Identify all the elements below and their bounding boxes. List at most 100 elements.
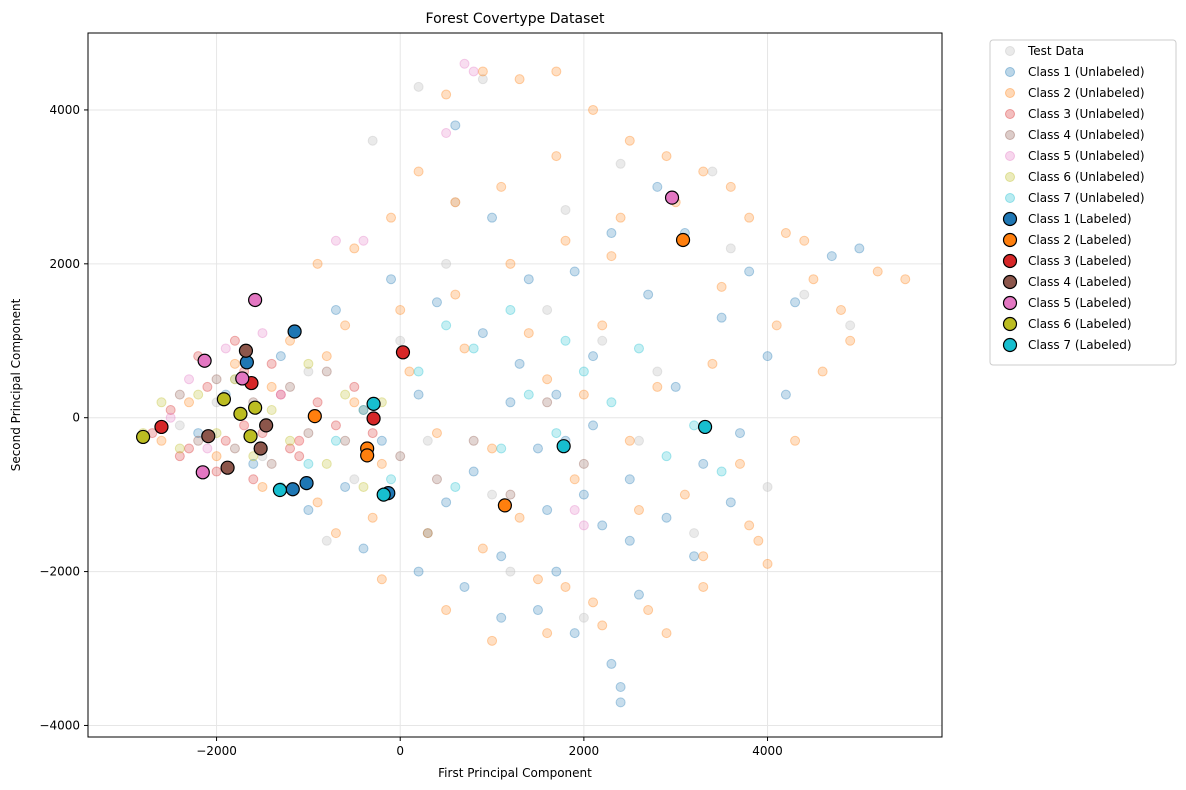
- unlabeled-point: [771, 320, 782, 331]
- unlabeled-point: [661, 451, 672, 462]
- legend-marker: [1002, 211, 1018, 227]
- legend-label: Class 7 (Labeled): [1028, 338, 1132, 352]
- unlabeled-point: [202, 381, 213, 392]
- labeled-point: [135, 429, 151, 445]
- labeled-point: [272, 482, 288, 498]
- unlabeled-point: [441, 258, 452, 269]
- unlabeled-point: [670, 381, 681, 392]
- labeled-point: [233, 406, 248, 421]
- unlabeled-point: [257, 328, 268, 339]
- unlabeled-point: [358, 405, 369, 416]
- x-axis-ticks: −2000 0 2000 4000: [196, 737, 783, 758]
- unlabeled-point: [275, 389, 286, 400]
- unlabeled-point: [523, 328, 534, 339]
- unlabeled-point: [468, 466, 479, 477]
- unlabeled-point: [588, 597, 599, 608]
- unlabeled-point: [624, 135, 635, 146]
- legend-marker: [1005, 193, 1015, 203]
- unlabeled-point: [349, 243, 360, 254]
- unlabeled-point: [229, 335, 240, 346]
- unlabeled-point: [661, 512, 672, 523]
- labeled-point: [360, 448, 375, 463]
- unlabeled-point: [349, 474, 360, 485]
- unlabeled-point: [845, 335, 856, 346]
- unlabeled-point: [826, 251, 837, 262]
- unlabeled-point: [450, 197, 461, 208]
- unlabeled-point: [459, 343, 470, 354]
- unlabeled-point: [477, 66, 488, 77]
- legend-box: [989, 39, 1177, 366]
- legend-label: Class 7 (Unlabeled): [1028, 191, 1145, 205]
- legend-label: Class 1 (Unlabeled): [1028, 65, 1145, 79]
- unlabeled-point: [725, 497, 736, 508]
- unlabeled-point: [211, 451, 222, 462]
- unlabeled-point: [689, 551, 700, 562]
- unlabeled-point: [505, 258, 516, 269]
- plot-background: [88, 33, 942, 737]
- unlabeled-point: [349, 397, 360, 408]
- unlabeled-point: [349, 381, 360, 392]
- labeled-point: [307, 409, 322, 424]
- legend-label: Class 6 (Unlabeled): [1028, 170, 1145, 184]
- legend-marker: [1005, 88, 1015, 98]
- legend-label: Class 3 (Unlabeled): [1028, 107, 1145, 121]
- unlabeled-point: [799, 289, 810, 300]
- labeled-point: [154, 419, 169, 435]
- unlabeled-point: [184, 443, 195, 454]
- unlabeled-point: [487, 443, 498, 454]
- unlabeled-point: [588, 420, 599, 431]
- labeled-point: [253, 441, 268, 456]
- y-tick-label: −4000: [39, 718, 80, 732]
- labeled-point: [366, 411, 381, 426]
- legend-marker: [1002, 232, 1018, 248]
- unlabeled-point: [698, 458, 709, 469]
- unlabeled-point: [395, 451, 406, 462]
- unlabeled-point: [633, 435, 644, 446]
- unlabeled-point: [312, 397, 323, 408]
- unlabeled-point: [220, 435, 231, 446]
- unlabeled-point: [652, 366, 663, 377]
- unlabeled-point: [744, 212, 755, 223]
- unlabeled-point: [505, 397, 516, 408]
- unlabeled-point: [487, 212, 498, 223]
- unlabeled-point: [413, 166, 424, 177]
- unlabeled-point: [303, 358, 314, 369]
- unlabeled-point: [174, 443, 185, 454]
- chart-title: Forest Covertype Dataset: [426, 11, 605, 27]
- legend-label: Class 3 (Labeled): [1028, 254, 1132, 268]
- unlabeled-point: [229, 358, 240, 369]
- unlabeled-point: [321, 458, 332, 469]
- unlabeled-point: [340, 481, 351, 492]
- y-axis-ticks: −4000 −2000 0 2000 4000: [39, 103, 88, 732]
- unlabeled-point: [560, 235, 571, 246]
- labeled-point: [395, 345, 411, 360]
- unlabeled-points: [138, 58, 911, 708]
- unlabeled-point: [569, 505, 580, 516]
- unlabeled-point: [542, 505, 553, 516]
- legend-marker: [1005, 46, 1015, 56]
- unlabeled-point: [578, 520, 589, 531]
- unlabeled-point: [340, 389, 351, 400]
- x-tick-label: −2000: [196, 744, 237, 758]
- unlabeled-point: [422, 435, 433, 446]
- legend-marker: [1005, 109, 1015, 119]
- unlabeled-point: [413, 81, 424, 92]
- labeled-point: [287, 324, 302, 339]
- unlabeled-point: [744, 266, 755, 277]
- labeled-point: [697, 419, 713, 435]
- unlabeled-point: [184, 397, 195, 408]
- unlabeled-point: [450, 197, 461, 208]
- legend-label: Class 5 (Unlabeled): [1028, 149, 1145, 163]
- unlabeled-point: [285, 443, 296, 454]
- unlabeled-point: [597, 320, 608, 331]
- unlabeled-point: [615, 681, 626, 692]
- unlabeled-point: [174, 420, 185, 431]
- unlabeled-point: [734, 428, 745, 439]
- unlabeled-point: [633, 589, 644, 600]
- unlabeled-point: [606, 251, 617, 262]
- unlabeled-point: [441, 89, 452, 100]
- unlabeled-point: [624, 535, 635, 546]
- unlabeled-point: [321, 366, 332, 377]
- unlabeled-point: [551, 428, 562, 439]
- unlabeled-point: [174, 451, 185, 462]
